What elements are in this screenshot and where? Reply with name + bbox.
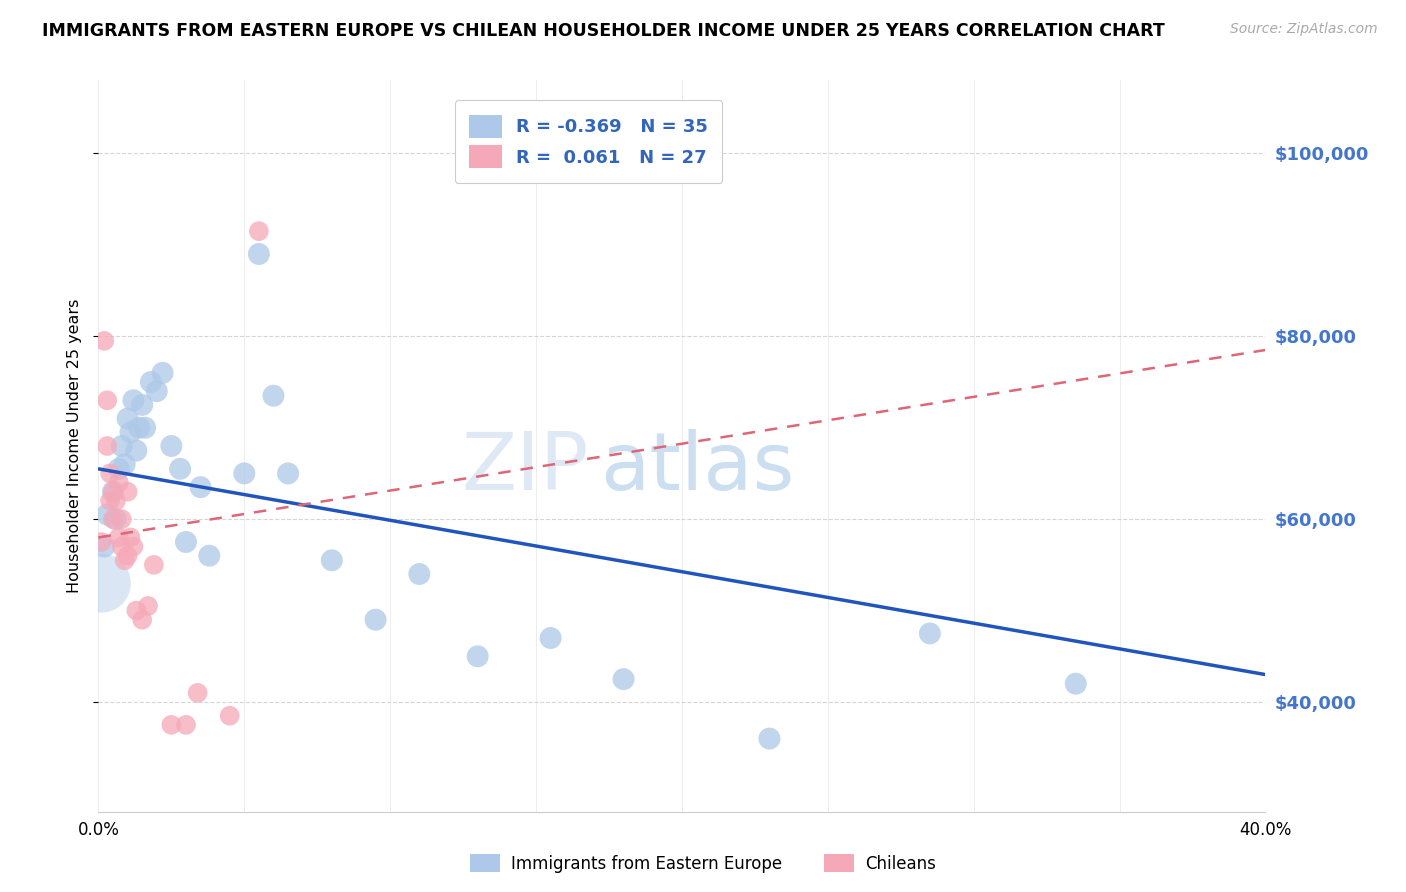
Point [218, 708, 240, 723]
Point [277, 467, 299, 481]
Y-axis label: Householder Income Under 25 years: Householder Income Under 25 years [67, 299, 83, 593]
Point [540, 631, 562, 645]
Text: IMMIGRANTS FROM EASTERN EUROPE VS CHILEAN HOUSEHOLDER INCOME UNDER 25 YEARS CORR: IMMIGRANTS FROM EASTERN EUROPE VS CHILEA… [42, 22, 1166, 40]
Point [134, 420, 156, 434]
Point [131, 398, 153, 412]
Point [364, 613, 387, 627]
Point [101, 484, 124, 499]
Point [98, 467, 121, 481]
Point [108, 530, 131, 544]
Point [90, 535, 112, 549]
Point [174, 718, 197, 732]
Point [117, 411, 139, 425]
Point [152, 366, 174, 380]
Point [142, 558, 165, 572]
Point [1064, 676, 1087, 690]
Point [114, 457, 136, 471]
Point [108, 462, 131, 476]
Text: atlas: atlas [600, 429, 794, 507]
Point [98, 493, 121, 508]
Point [122, 393, 145, 408]
Point [111, 512, 134, 526]
Point [136, 599, 159, 613]
Point [408, 567, 430, 582]
Point [321, 553, 343, 567]
Legend: R = -0.369   N = 35, R =  0.061   N = 27: R = -0.369 N = 35, R = 0.061 N = 27 [454, 100, 723, 183]
Point [120, 530, 142, 544]
Point [128, 420, 150, 434]
Point [93, 540, 115, 554]
Point [96, 393, 118, 408]
Point [108, 475, 131, 490]
Point [93, 334, 115, 348]
Point [612, 672, 634, 686]
Point [104, 493, 127, 508]
Point [190, 480, 212, 494]
Point [117, 484, 139, 499]
Point [131, 613, 153, 627]
Point [198, 549, 221, 563]
Point [120, 425, 142, 440]
Point [758, 731, 780, 746]
Point [174, 535, 197, 549]
Point [146, 384, 169, 398]
Point [233, 467, 256, 481]
Point [122, 540, 145, 554]
Point [125, 603, 148, 617]
Point [96, 508, 118, 522]
Point [125, 443, 148, 458]
Point [96, 439, 118, 453]
Point [160, 718, 183, 732]
Point [187, 686, 209, 700]
Point [160, 439, 183, 453]
Point [111, 540, 134, 554]
Point [114, 553, 136, 567]
Point [139, 375, 162, 389]
Point [111, 439, 134, 453]
Point [117, 549, 139, 563]
Point [247, 224, 270, 238]
Text: ZIP: ZIP [461, 429, 589, 507]
Point [467, 649, 489, 664]
Point [262, 389, 284, 403]
Point [918, 626, 941, 640]
Point [169, 462, 191, 476]
Point [90, 576, 112, 591]
Text: Source: ZipAtlas.com: Source: ZipAtlas.com [1230, 22, 1378, 37]
Point [247, 247, 270, 261]
Point [101, 512, 124, 526]
Legend: Immigrants from Eastern Europe, Chileans: Immigrants from Eastern Europe, Chileans [463, 847, 943, 880]
Point [104, 512, 127, 526]
Point [101, 484, 124, 499]
